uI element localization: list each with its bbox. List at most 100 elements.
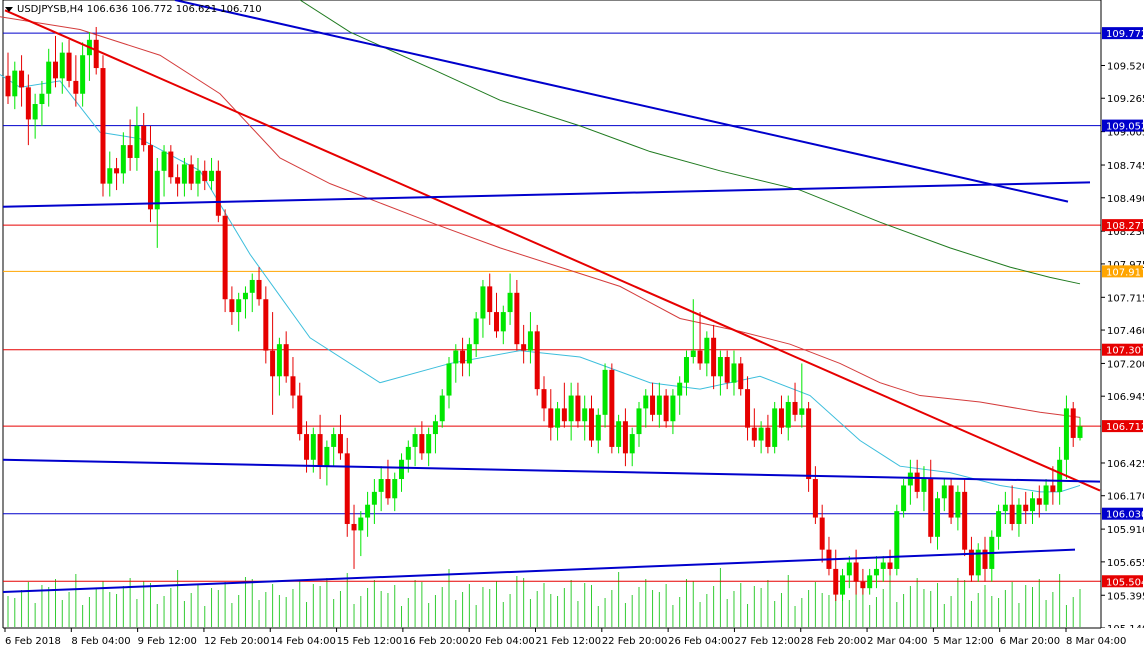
candle-body[interactable] bbox=[276, 344, 282, 377]
candle-body[interactable] bbox=[358, 517, 364, 531]
candle-body[interactable] bbox=[290, 376, 296, 396]
candle-body[interactable] bbox=[731, 363, 737, 383]
candle-body[interactable] bbox=[365, 504, 371, 518]
candle-body[interactable] bbox=[378, 479, 384, 492]
candle-body[interactable] bbox=[894, 511, 900, 569]
candle-body[interactable] bbox=[968, 549, 974, 576]
candle-body[interactable] bbox=[724, 357, 730, 383]
candle-body[interactable] bbox=[1023, 504, 1029, 512]
candle-body[interactable] bbox=[521, 344, 527, 351]
candle-body[interactable] bbox=[629, 434, 635, 454]
candle-body[interactable] bbox=[337, 434, 343, 454]
candle-body[interactable] bbox=[446, 363, 452, 396]
candle-body[interactable] bbox=[785, 401, 791, 428]
candle-body[interactable] bbox=[242, 292, 248, 300]
trendline-red-down[interactable] bbox=[4, 9, 1101, 492]
candle-body[interactable] bbox=[975, 549, 981, 576]
candle-body[interactable] bbox=[236, 299, 242, 313]
candle-body[interactable] bbox=[399, 459, 405, 480]
candle-body[interactable] bbox=[73, 80, 79, 94]
candle-body[interactable] bbox=[1043, 485, 1049, 505]
candle-body[interactable] bbox=[473, 318, 479, 345]
candle-body[interactable] bbox=[114, 168, 120, 174]
candle-body[interactable] bbox=[5, 75, 11, 97]
candle-body[interactable] bbox=[66, 52, 72, 81]
candle-body[interactable] bbox=[460, 350, 466, 364]
candle-body[interactable] bbox=[59, 52, 65, 79]
candle-body[interactable] bbox=[324, 446, 330, 467]
candle-body[interactable] bbox=[32, 104, 38, 120]
candle-body[interactable] bbox=[1016, 504, 1022, 524]
candle-body[interactable] bbox=[880, 562, 886, 569]
candle-body[interactable] bbox=[772, 408, 778, 447]
candle-body[interactable] bbox=[249, 279, 255, 293]
candle-body[interactable] bbox=[548, 408, 554, 428]
candle-body[interactable] bbox=[439, 395, 445, 422]
candle-body[interactable] bbox=[806, 408, 812, 480]
candle-body[interactable] bbox=[1070, 408, 1076, 438]
candle-body[interactable] bbox=[120, 145, 126, 174]
candle-body[interactable] bbox=[507, 292, 513, 313]
candle-body[interactable] bbox=[846, 562, 852, 576]
candle-body[interactable] bbox=[1057, 459, 1063, 492]
candle-body[interactable] bbox=[982, 549, 988, 569]
candle-body[interactable] bbox=[229, 299, 235, 313]
candle-body[interactable] bbox=[46, 61, 52, 94]
candle-body[interactable] bbox=[310, 434, 316, 460]
candle-body[interactable] bbox=[1063, 408, 1069, 460]
candle-body[interactable] bbox=[100, 68, 106, 184]
candle-body[interactable] bbox=[215, 170, 221, 216]
candle-body[interactable] bbox=[534, 331, 540, 390]
candle-body[interactable] bbox=[371, 491, 377, 505]
candle-body[interactable] bbox=[555, 408, 561, 428]
candle-body[interactable] bbox=[419, 434, 425, 454]
candle-body[interactable] bbox=[650, 395, 656, 415]
candle-body[interactable] bbox=[188, 164, 194, 184]
candle-body[interactable] bbox=[181, 164, 187, 184]
candle-body[interactable] bbox=[799, 408, 805, 415]
candle-body[interactable] bbox=[297, 395, 303, 435]
candle-body[interactable] bbox=[582, 408, 588, 422]
candle-body[interactable] bbox=[914, 472, 920, 492]
candle-body[interactable] bbox=[19, 70, 25, 88]
candle-body[interactable] bbox=[412, 434, 418, 447]
candle-body[interactable] bbox=[656, 395, 662, 415]
candle-body[interactable] bbox=[643, 395, 649, 409]
candle-body[interactable] bbox=[154, 170, 160, 210]
candle-body[interactable] bbox=[161, 151, 167, 171]
candle-body[interactable] bbox=[487, 286, 493, 313]
candle-body[interactable] bbox=[745, 389, 751, 428]
candle-body[interactable] bbox=[283, 344, 289, 377]
candle-body[interactable] bbox=[622, 421, 628, 454]
candle-body[interactable] bbox=[93, 39, 99, 69]
candle-body[interactable] bbox=[711, 337, 717, 377]
candle-body[interactable] bbox=[873, 568, 879, 576]
candle-body[interactable] bbox=[948, 485, 954, 518]
candle-body[interactable] bbox=[1002, 504, 1008, 512]
trendline-blue-channel-top[interactable] bbox=[2, 181, 1091, 208]
trendline-blue-upper[interactable] bbox=[174, 0, 1069, 203]
candle-body[interactable] bbox=[921, 479, 927, 492]
candle-body[interactable] bbox=[1009, 504, 1015, 524]
candle-body[interactable] bbox=[195, 170, 201, 184]
candle-body[interactable] bbox=[331, 434, 337, 447]
candle-body[interactable] bbox=[107, 168, 113, 184]
candle-body[interactable] bbox=[202, 170, 208, 182]
candle-body[interactable] bbox=[514, 292, 520, 345]
candle-body[interactable] bbox=[751, 427, 757, 441]
candle-body[interactable] bbox=[12, 70, 18, 97]
candle-body[interactable] bbox=[270, 350, 276, 377]
candle-body[interactable] bbox=[39, 93, 45, 105]
candle-body[interactable] bbox=[500, 312, 506, 332]
candle-body[interactable] bbox=[385, 479, 391, 499]
candle-body[interactable] bbox=[432, 421, 438, 435]
candle-body[interactable] bbox=[867, 575, 873, 589]
candle-body[interactable] bbox=[344, 453, 350, 524]
candle-body[interactable] bbox=[141, 125, 147, 146]
candle-body[interactable] bbox=[595, 414, 601, 441]
candle-body[interactable] bbox=[351, 523, 357, 531]
candle-body[interactable] bbox=[853, 562, 859, 582]
candle-body[interactable] bbox=[935, 498, 941, 537]
candle-body[interactable] bbox=[928, 479, 934, 537]
candle-body[interactable] bbox=[1077, 426, 1083, 438]
